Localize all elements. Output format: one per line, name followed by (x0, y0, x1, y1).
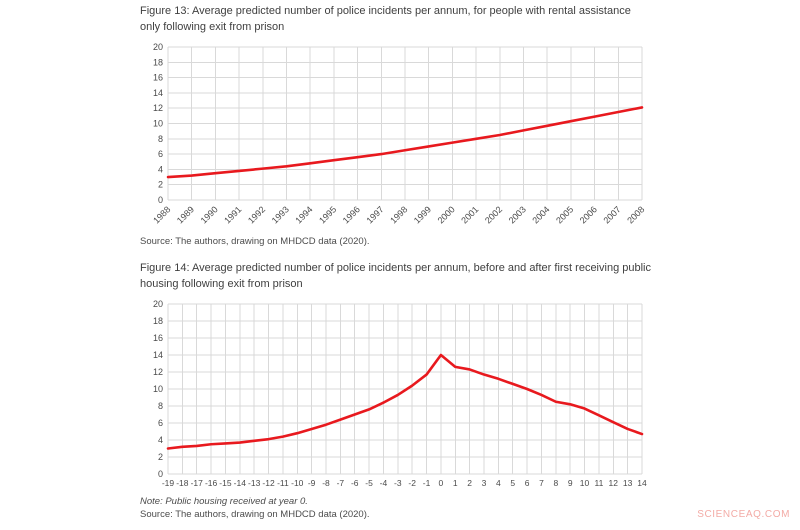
x-axis-tick-label: 1996 (341, 204, 362, 225)
y-axis-tick-label: 10 (153, 118, 163, 128)
figure13-source: Source: The authors, drawing on MHDCD da… (140, 235, 370, 247)
x-axis-tick-label: 1988 (151, 204, 172, 225)
x-axis-tick-label: 2004 (530, 204, 551, 225)
x-axis-tick-label: 1997 (364, 204, 385, 225)
y-axis-tick-label: 14 (153, 350, 163, 360)
x-axis-tick-label: -19 (162, 478, 175, 488)
x-axis-tick-label: 2007 (601, 204, 622, 225)
x-axis-tick-label: 2000 (436, 204, 457, 225)
y-axis-tick-label: 18 (153, 57, 163, 67)
x-axis-tick-label: 0 (439, 478, 444, 488)
x-axis-tick-label: 1991 (222, 204, 243, 225)
x-axis-tick-label: -9 (308, 478, 316, 488)
x-axis-tick-label: 1998 (388, 204, 409, 225)
series-line (166, 353, 644, 450)
x-axis-tick-label: -18 (176, 478, 189, 488)
x-axis-tick-label: 8 (553, 478, 558, 488)
x-axis-tick-label: 12 (609, 478, 619, 488)
x-axis-tick-label: 2002 (483, 204, 504, 225)
y-axis-tick-label: 20 (153, 299, 163, 309)
x-axis-tick-label: 1994 (293, 204, 314, 225)
y-axis-tick-label: 2 (158, 180, 163, 190)
y-axis-tick-label: 16 (153, 333, 163, 343)
x-axis-tick-label: 3 (482, 478, 487, 488)
x-axis-tick-label: 1993 (270, 204, 291, 225)
series-line (166, 106, 644, 179)
x-axis-tick-label: 1990 (199, 204, 220, 225)
y-axis-tick-label: 6 (158, 418, 163, 428)
y-axis-tick-label: 14 (153, 88, 163, 98)
x-axis-tick-label: -6 (351, 478, 359, 488)
y-axis-tick-label: 16 (153, 72, 163, 82)
x-axis-tick-label: 2006 (578, 204, 599, 225)
x-axis-tick-label: -12 (262, 478, 275, 488)
x-axis-tick-label: -11 (277, 478, 289, 488)
y-axis-tick-label: 20 (153, 42, 163, 52)
y-axis-tick-label: 4 (158, 164, 163, 174)
y-axis-tick-label: 10 (153, 384, 163, 394)
y-axis-tick-label: 0 (158, 195, 163, 205)
figure14-title: Figure 14: Average predicted number of p… (140, 261, 651, 290)
x-axis-tick-label: -15 (219, 478, 232, 488)
x-axis-tick-label: 2008 (625, 204, 646, 225)
x-axis-tick-label: -5 (365, 478, 373, 488)
y-axis-tick-label: 0 (158, 469, 163, 479)
x-axis-tick-label: 10 (580, 478, 590, 488)
y-axis-tick-label: 18 (153, 316, 163, 326)
x-axis-tick-label: -7 (337, 478, 345, 488)
y-axis-tick-label: 12 (153, 367, 163, 377)
x-axis-tick-label: 13 (623, 478, 633, 488)
y-axis-tick-label: 6 (158, 149, 163, 159)
x-axis-tick-label: 1995 (317, 204, 338, 225)
x-axis-tick-label: 1 (453, 478, 458, 488)
x-axis-tick-label: 2 (467, 478, 472, 488)
y-axis-tick-label: 8 (158, 134, 163, 144)
watermark: SCIENCEAQ.COM (697, 509, 790, 520)
x-axis-tick-label: -14 (234, 478, 247, 488)
y-axis-tick-label: 8 (158, 401, 163, 411)
report-content: Figure 13: Average predicted number of p… (140, 4, 652, 520)
x-axis-tick-label: 4 (496, 478, 501, 488)
x-axis-tick-label: 5 (510, 478, 515, 488)
x-axis-tick-label: -1 (423, 478, 431, 488)
x-axis-tick-label: -10 (291, 478, 304, 488)
figure14-source: Source: The authors, drawing on MHDCD da… (140, 508, 370, 520)
x-axis-tick-label: -3 (394, 478, 402, 488)
figure14-note: Note: Public housing received at year 0. (140, 495, 308, 507)
x-axis-tick-label: -17 (191, 478, 204, 488)
x-axis-tick-label: 2003 (507, 204, 528, 225)
y-axis-tick-label: 4 (158, 435, 163, 445)
figure13-title: Figure 13: Average predicted number of p… (140, 5, 631, 33)
x-axis-tick-label: -4 (380, 478, 388, 488)
x-axis-tick-label: 2005 (554, 204, 575, 225)
x-axis-tick-label: -13 (248, 478, 261, 488)
x-axis-tick-label: 7 (539, 478, 544, 488)
x-axis-tick-label: -2 (408, 478, 416, 488)
x-axis-tick-label: -8 (322, 478, 330, 488)
x-axis-tick-label: 6 (525, 478, 530, 488)
y-axis-tick-label: 2 (158, 452, 163, 462)
x-axis-tick-label: 11 (594, 478, 603, 488)
x-axis-tick-label: 1989 (175, 204, 196, 225)
x-axis-tick-label: 9 (568, 478, 573, 488)
x-axis-tick-label: 2001 (459, 204, 480, 225)
x-axis-tick-label: -16 (205, 478, 218, 488)
x-axis-tick-label: 1992 (246, 204, 267, 225)
x-axis-tick-label: 1999 (412, 204, 433, 225)
y-axis-tick-label: 12 (153, 103, 163, 113)
x-axis-tick-label: 14 (637, 478, 647, 488)
